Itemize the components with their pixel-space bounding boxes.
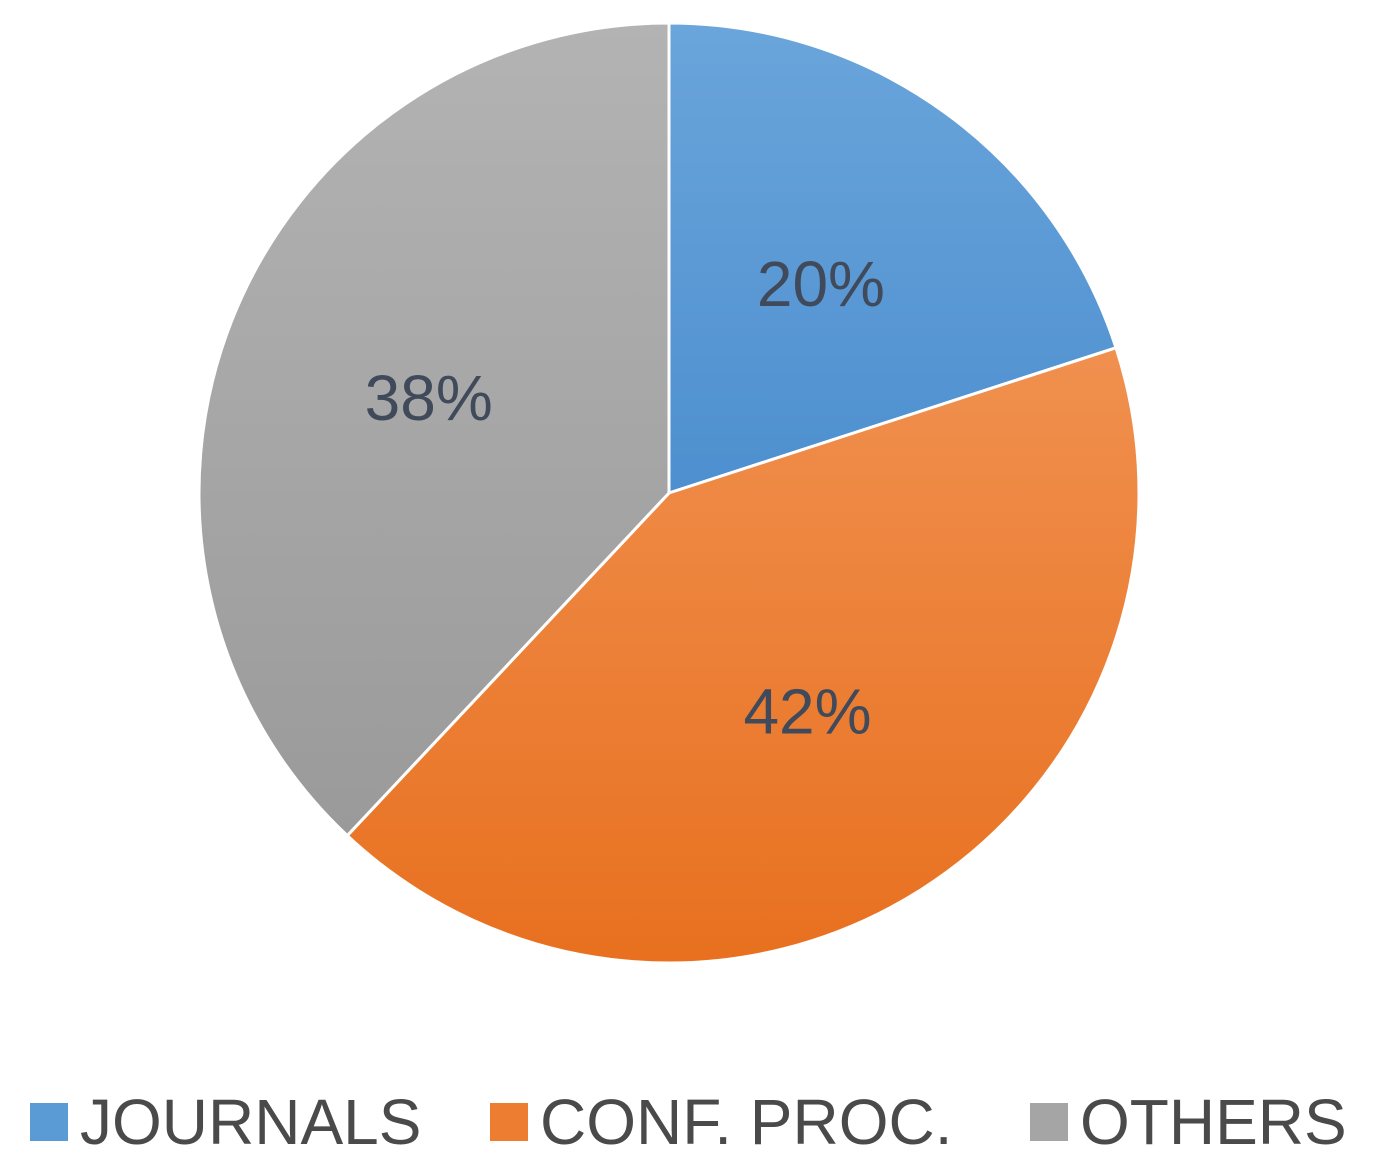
- legend-label-conf-proc: CONF. PROC.: [540, 1086, 952, 1158]
- data-label-others: 38%: [365, 362, 493, 434]
- legend: JOURNALS CONF. PROC. OTHERS: [30, 1086, 1347, 1158]
- pie-data-labels: 20% 42% 38%: [365, 248, 885, 747]
- data-label-conf-proc: 42%: [743, 675, 871, 747]
- legend-swatch-others: [1030, 1103, 1068, 1141]
- legend-item-journals: JOURNALS: [30, 1086, 421, 1158]
- pie-slice-others: [197, 21, 671, 838]
- legend-label-journals: JOURNALS: [80, 1086, 421, 1158]
- pie-slice-conf-proc: [345, 345, 1141, 965]
- legend-swatch-journals: [30, 1103, 68, 1141]
- legend-item-conf-proc: CONF. PROC.: [490, 1086, 952, 1158]
- legend-item-others: OTHERS: [1030, 1086, 1347, 1158]
- legend-label-others: OTHERS: [1080, 1086, 1347, 1158]
- pie-slices: [197, 21, 1141, 965]
- legend-swatch-conf-proc: [490, 1103, 528, 1141]
- pie-slice-journals: [667, 21, 1118, 496]
- data-label-journals: 20%: [757, 248, 885, 320]
